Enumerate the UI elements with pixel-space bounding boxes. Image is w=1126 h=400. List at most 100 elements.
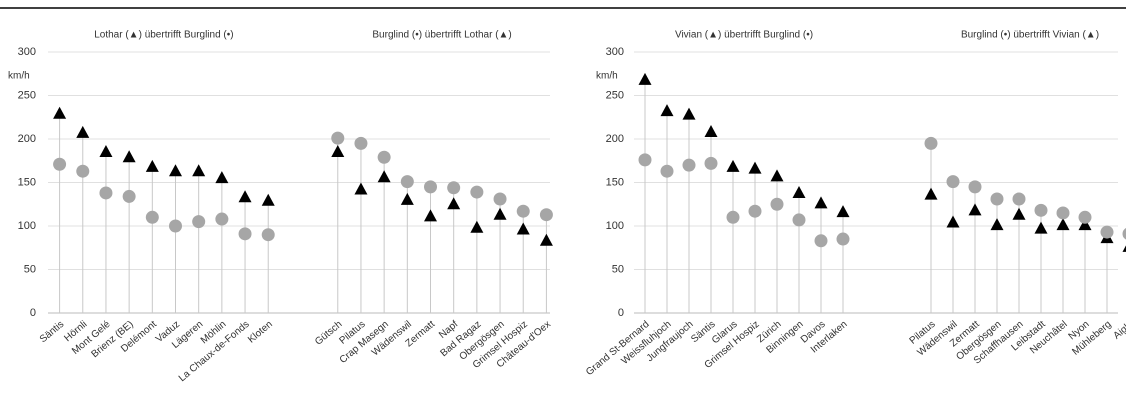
triangle-marker bbox=[99, 145, 113, 158]
triangle-marker bbox=[169, 164, 182, 177]
y-tick-label: 100 bbox=[18, 220, 36, 232]
circle-marker bbox=[470, 185, 484, 199]
y-tick-label: 300 bbox=[18, 46, 36, 58]
group-title: Vivian (▲) übertrifft Burglind (•) bbox=[675, 30, 813, 41]
circle-marker bbox=[215, 212, 229, 226]
triangle-marker bbox=[638, 72, 652, 85]
circle-marker bbox=[1078, 210, 1092, 224]
circle-marker bbox=[836, 232, 850, 246]
circle-marker bbox=[145, 210, 159, 224]
triangle-marker bbox=[215, 171, 229, 184]
triangle-marker bbox=[726, 159, 740, 172]
triangle-marker bbox=[968, 203, 982, 216]
triangle-marker bbox=[424, 209, 437, 222]
y-tick-label: 0 bbox=[30, 307, 36, 319]
circle-marker bbox=[638, 153, 652, 167]
group-title: Burglind (•) übertrifft Vivian (▲) bbox=[961, 30, 1099, 41]
circle-marker bbox=[424, 180, 437, 194]
circle-marker bbox=[261, 228, 275, 242]
x-tick-label: Gütsch bbox=[313, 319, 344, 348]
circle-marker bbox=[990, 192, 1004, 206]
triangle-marker bbox=[493, 207, 507, 220]
triangle-marker bbox=[990, 218, 1004, 231]
circle-marker bbox=[493, 192, 507, 206]
y-tick-label: 150 bbox=[18, 176, 36, 188]
triangle-marker bbox=[354, 182, 368, 195]
triangle-marker bbox=[792, 185, 806, 198]
triangle-marker bbox=[1122, 245, 1126, 252]
triangle-marker bbox=[924, 187, 938, 200]
circle-marker bbox=[968, 180, 982, 194]
circle-marker bbox=[1100, 225, 1114, 239]
circle-marker bbox=[99, 186, 113, 200]
circle-marker bbox=[1034, 203, 1048, 217]
triangle-marker bbox=[122, 150, 136, 163]
circle-marker bbox=[447, 181, 461, 195]
triangle-marker bbox=[145, 159, 159, 172]
circle-marker bbox=[192, 215, 206, 229]
triangle-marker bbox=[539, 233, 553, 246]
triangle-marker bbox=[1034, 221, 1048, 234]
triangle-marker bbox=[400, 192, 414, 205]
y-tick-label: 150 bbox=[606, 176, 624, 188]
y-tick-label: 250 bbox=[18, 89, 36, 101]
triangle-marker bbox=[53, 106, 67, 119]
triangle-marker bbox=[470, 220, 484, 233]
circle-marker bbox=[660, 164, 674, 178]
circle-marker bbox=[1122, 228, 1126, 240]
y-tick-label: 300 bbox=[606, 46, 624, 58]
circle-marker bbox=[377, 150, 391, 164]
circle-marker bbox=[792, 213, 806, 227]
y-tick-label: 50 bbox=[24, 263, 36, 275]
y-tick-label: 0 bbox=[618, 307, 624, 319]
x-tick-label: Aigle bbox=[1112, 319, 1126, 342]
circle-marker bbox=[704, 156, 718, 170]
circle-marker bbox=[1012, 192, 1026, 206]
triangle-marker bbox=[748, 161, 762, 174]
circle-marker bbox=[53, 157, 67, 171]
circle-marker bbox=[814, 234, 828, 248]
group-title: Lothar (▲) übertrifft Burglind (•) bbox=[94, 30, 233, 41]
triangle-marker bbox=[660, 104, 674, 117]
triangle-marker bbox=[377, 170, 391, 183]
triangle-marker bbox=[704, 125, 718, 138]
triangle-marker bbox=[946, 215, 960, 228]
circle-marker bbox=[331, 131, 345, 145]
y-tick-label: 200 bbox=[606, 133, 624, 145]
triangle-marker bbox=[261, 193, 275, 206]
triangle-marker bbox=[682, 107, 696, 120]
circle-marker bbox=[539, 208, 553, 222]
circle-marker bbox=[516, 204, 530, 218]
triangle-marker bbox=[516, 222, 530, 235]
circle-marker bbox=[238, 227, 252, 241]
x-tick-label: Kloten bbox=[246, 319, 275, 346]
circle-marker bbox=[169, 219, 182, 233]
y-tick-label: 50 bbox=[612, 263, 624, 275]
circle-marker bbox=[726, 210, 740, 224]
triangle-marker bbox=[1078, 218, 1092, 231]
triangle-marker bbox=[1056, 218, 1070, 231]
circle-marker bbox=[924, 136, 938, 150]
circle-marker bbox=[122, 189, 136, 203]
x-tick-label: Säntis bbox=[38, 319, 66, 345]
y-tick-label: 200 bbox=[18, 133, 36, 145]
triangle-marker bbox=[814, 196, 828, 209]
triangle-marker bbox=[447, 197, 461, 210]
circle-marker bbox=[400, 175, 414, 189]
circle-marker bbox=[682, 158, 696, 172]
triangle-marker bbox=[1012, 207, 1026, 220]
circle-marker bbox=[770, 197, 784, 211]
triangle-marker bbox=[331, 145, 345, 158]
circle-marker bbox=[76, 164, 90, 178]
triangle-marker bbox=[770, 169, 784, 182]
circle-marker bbox=[354, 136, 368, 150]
triangle-marker bbox=[836, 205, 850, 218]
y-axis-unit: km/h bbox=[8, 71, 30, 82]
triangle-marker bbox=[76, 125, 90, 138]
circle-marker bbox=[946, 175, 960, 189]
y-tick-label: 100 bbox=[606, 220, 624, 232]
triangle-marker bbox=[238, 190, 252, 203]
group-title: Burglind (•) übertrifft Lothar (▲) bbox=[372, 30, 511, 41]
triangle-marker bbox=[192, 164, 206, 177]
